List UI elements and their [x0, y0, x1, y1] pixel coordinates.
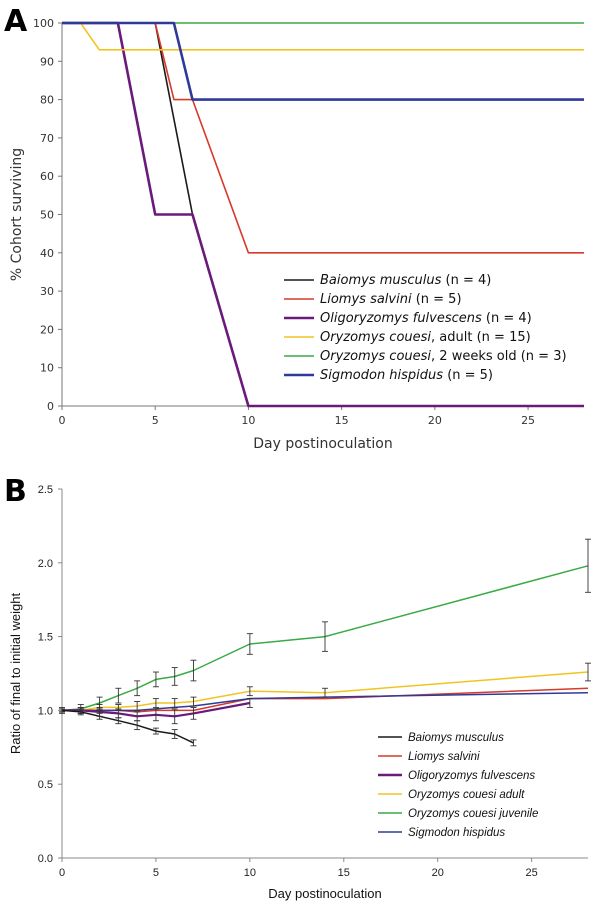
legend-entry: Oryzomys couesi, adult (n = 15)	[320, 330, 531, 345]
y-tick-label: 2.0	[38, 558, 53, 570]
y-tick-label: 40	[40, 247, 54, 260]
series-line	[62, 21, 584, 101]
legend-entry: Sigmodon hispidus (n = 5)	[320, 368, 493, 383]
legend-entry: Oligoryzomys fulvescens	[408, 770, 535, 782]
series-line	[61, 709, 194, 744]
legend-entry: Oryzomys couesi, 2 weeks old (n = 3)	[320, 349, 567, 364]
legend-entry: Oligoryzomys fulvescens (n = 4)	[320, 311, 532, 326]
survival-chart: 0 10 20 30 40 50 60 70 80 90 100 0 5 10 15 20 25 Day post…	[9, 17, 584, 452]
y-tick-label: 50	[40, 209, 54, 222]
y-tick-label: 90	[40, 55, 54, 68]
x-tick-label: 15	[335, 414, 349, 427]
y-tick-label: 100	[33, 17, 54, 30]
x-tick-label: 0	[59, 414, 66, 427]
y-tick-label: 0.0	[38, 853, 53, 865]
legend-entry: Sigmodon hispidus	[408, 827, 505, 839]
y-tick-label: 80	[40, 94, 54, 107]
x-tick-label: 10	[241, 414, 255, 427]
x-tick-label: 5	[153, 867, 159, 879]
legend-entry: Oryzomys couesi adult	[408, 789, 525, 801]
series-line	[62, 22, 584, 51]
x-tick-label: 25	[526, 867, 538, 879]
x-tick-label: 5	[152, 414, 159, 427]
x-tick-label: 0	[59, 867, 65, 879]
y-tick-label: 30	[40, 285, 54, 298]
legend-entry: Liomys salvini	[408, 751, 480, 763]
y-tick-label: 60	[40, 170, 54, 183]
x-tick-label: 10	[244, 867, 256, 879]
y-tick-label: 1.0	[38, 705, 53, 717]
y-tick-label: 0	[47, 400, 54, 413]
weight-ratio-chart: 0.0 0.5 1.0 1.5 2.0 2.5 0 5 10 15 20 25 Day postinoc…	[8, 484, 591, 901]
y-tick-label: 0.5	[38, 779, 53, 791]
y-tick-label: 10	[40, 362, 54, 375]
legend-entry: Oryzomys couesi juvenile	[408, 808, 538, 820]
panel-label-a: A	[4, 4, 28, 39]
x-tick-label: 25	[521, 414, 535, 427]
y-tick-label: 1.5	[38, 632, 53, 644]
x-tick-label: 20	[432, 867, 444, 879]
x-tick-label: 20	[428, 414, 442, 427]
x-axis-label: Day postinoculation	[253, 436, 393, 452]
y-tick-label: 70	[40, 132, 54, 145]
legend-entry: Liomys salvini (n = 5)	[320, 292, 462, 307]
x-axis-label: Day postinoculation	[268, 886, 381, 901]
x-tick-label: 15	[338, 867, 350, 879]
legend-entry: Baiomys musculus (n = 4)	[320, 273, 491, 288]
panel-label-b: B	[4, 474, 27, 509]
legend-entry: Baiomys musculus	[408, 732, 504, 744]
y-axis-label: % Cohort surviving	[9, 148, 25, 281]
y-axis-label: Ratio of final to initial weight	[8, 593, 23, 755]
y-tick-label: 20	[40, 323, 54, 336]
y-tick-label: 2.5	[38, 484, 53, 496]
